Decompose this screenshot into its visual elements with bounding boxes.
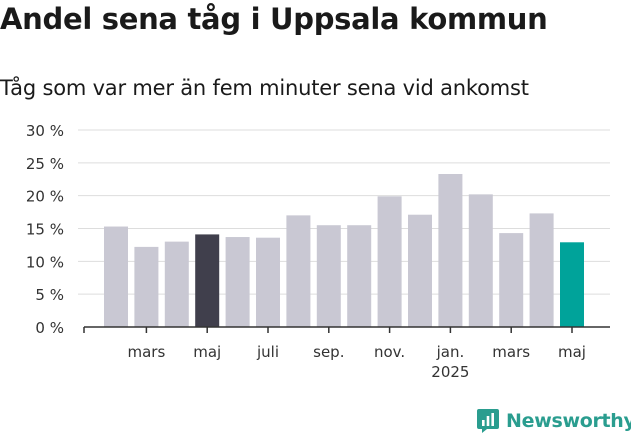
x-tick-label: maj — [193, 343, 221, 361]
x-tick-sublabel: 2025 — [431, 363, 469, 381]
x-axis: mars maj juli sep. nov. jan. 2025 mars maj — [83, 326, 610, 381]
chart-title: Andel sena tåg i Uppsala kommun — [0, 2, 548, 36]
bar — [195, 234, 220, 327]
chart-bars — [104, 173, 584, 327]
y-tick-label: 30 % — [26, 122, 64, 140]
y-tick-label: 25 % — [26, 155, 64, 173]
bar — [560, 242, 584, 327]
bar — [347, 225, 372, 327]
x-tick-label: juli — [256, 343, 279, 361]
bar — [468, 194, 493, 327]
bar — [104, 226, 128, 327]
chart-subtitle: Tåg som var mer än fem minuter sena vid … — [0, 76, 529, 100]
bar — [316, 225, 341, 327]
bar-chart: 0 % 5 % 10 % 15 % 20 % 25 % 30 % mars maj juli se… — [26, 122, 610, 381]
brand-name: Newsworthy — [506, 410, 631, 432]
bar — [256, 237, 280, 327]
y-tick-label: 0 % — [35, 319, 64, 337]
bar — [134, 246, 159, 327]
bar — [225, 237, 250, 327]
bar — [164, 241, 189, 327]
y-tick-label: 5 % — [35, 286, 64, 304]
y-tick-label: 20 % — [26, 188, 64, 206]
x-tick-label: mars — [492, 343, 530, 361]
brand-logo: Newsworthy — [476, 408, 631, 434]
bar — [438, 173, 463, 327]
x-tick-label: mars — [128, 343, 166, 361]
y-tick-label: 15 % — [26, 221, 64, 239]
bar — [529, 213, 554, 327]
x-tick-label: jan. — [436, 343, 465, 361]
x-tick-label: nov. — [374, 343, 405, 361]
bar — [377, 196, 402, 327]
newsworthy-logo-icon — [477, 409, 499, 433]
x-tick-label: sep. — [313, 343, 344, 361]
bar — [408, 214, 432, 327]
y-tick-label: 10 % — [26, 253, 64, 271]
x-tick-label: maj — [558, 343, 586, 361]
bar — [286, 215, 311, 327]
bar — [499, 233, 524, 327]
y-axis: 0 % 5 % 10 % 15 % 20 % 25 % 30 % — [26, 122, 64, 337]
